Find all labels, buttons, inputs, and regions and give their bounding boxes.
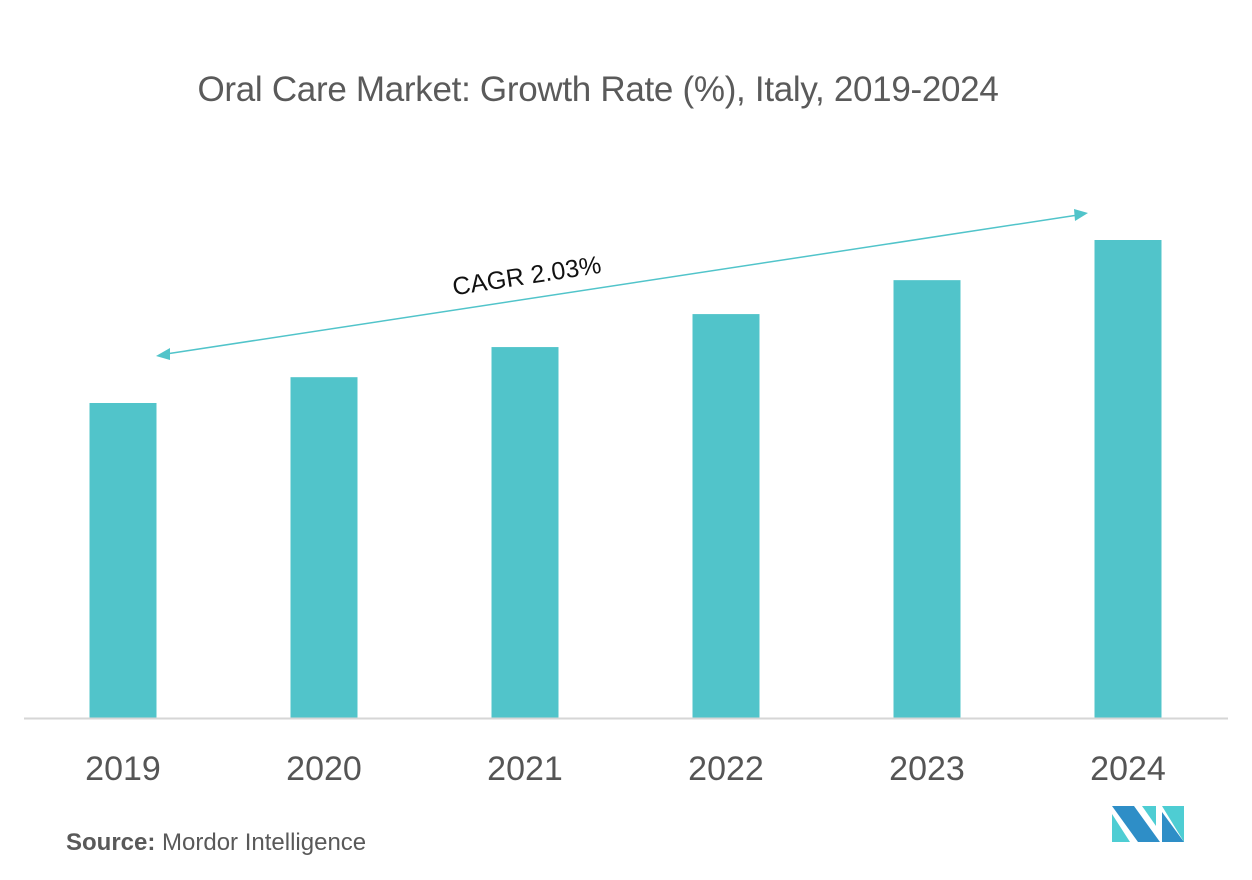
x-tick-label: 2019 [85,750,161,788]
x-tick-label: 2022 [688,750,764,788]
source-note: Source: Mordor Intelligence [66,829,366,857]
x-tick-label: 2020 [286,750,362,788]
bar-2022 [693,314,760,718]
x-tick-label: 2024 [1090,750,1166,788]
bar-2021 [492,347,559,718]
bar-2020 [291,377,358,718]
mordor-intelligence-logo [1112,806,1188,848]
source-text: Mordor Intelligence [162,829,366,856]
source-label: Source: [66,829,155,856]
x-tick-label: 2023 [889,750,965,788]
arrow-head-left-icon [156,348,170,360]
bar-2024 [1095,240,1162,718]
bar-2019 [90,403,157,718]
x-tick-label: 2021 [487,750,563,788]
arrow-head-right-icon [1074,209,1088,221]
bar-2023 [894,280,961,718]
cagr-label: CAGR 2.03% [451,251,604,301]
